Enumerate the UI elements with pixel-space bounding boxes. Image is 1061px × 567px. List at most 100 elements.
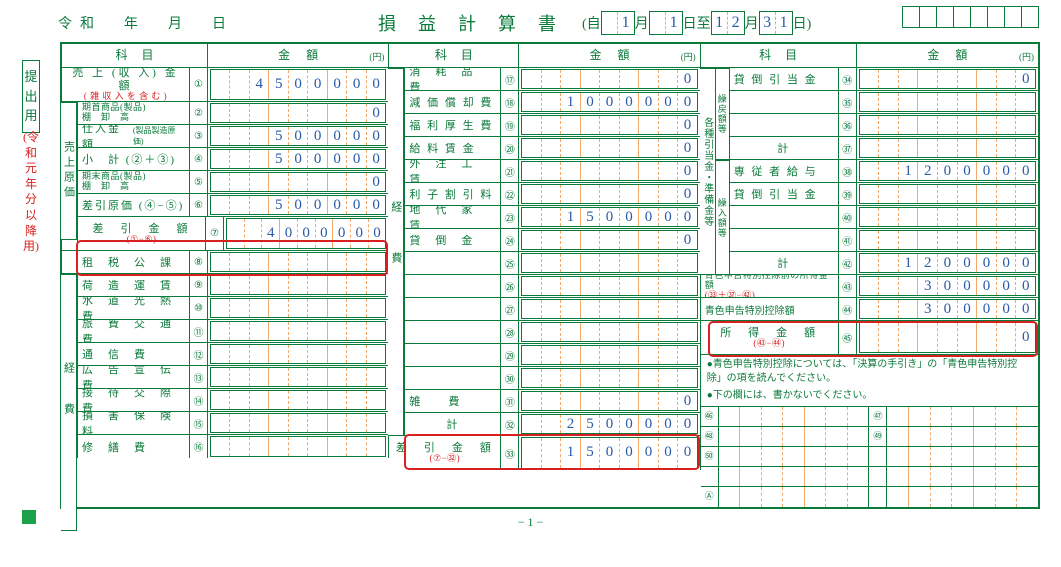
amount-field[interactable]: 300000 [859,276,1036,296]
table-row: 計㊲ [701,137,1038,160]
amount-field[interactable] [521,345,697,365]
item-label [405,367,501,389]
amount-field[interactable] [521,299,697,319]
amount-field[interactable] [521,322,697,342]
note-2: ●下の欄には、書かないでください。 [701,389,1038,406]
amount-field[interactable]: 0 [521,161,697,181]
amount-field[interactable]: 0 [521,230,697,250]
amount-field[interactable] [210,275,386,295]
row-number: ㉔ [501,229,519,251]
amount-field[interactable]: 0 [521,184,697,204]
amount-field[interactable]: 0 [521,115,697,135]
amount-field[interactable]: 4500000 [210,69,386,100]
amount-field[interactable] [859,184,1036,204]
table-row: 貸 倒 引 当 金㉞0 [701,68,1038,91]
hdr-amount-2: 金額(円) [519,44,699,67]
amount-field[interactable]: 0 [859,322,1036,353]
row-number: ㊸ [839,275,857,297]
amount-field[interactable]: 1500000 [521,437,697,469]
amount-field[interactable] [210,298,386,318]
amount-field[interactable]: 1200000 [859,161,1036,181]
table-row: 通 信 費⑫ [62,343,388,366]
amount-field[interactable]: 0 [859,69,1036,89]
amount-field[interactable] [521,276,697,296]
amount-field[interactable]: 0 [521,69,697,89]
amount-field[interactable]: 1500000 [521,207,697,227]
table-row: 青色申告特別控除前の所得金額(㉝＋㊲−㊷)㊸300000 [701,275,1038,298]
item-label: 利 子 割 引 料 [405,183,501,205]
amount-field[interactable]: 0 [521,138,697,158]
doc-title: 損益計算書 [378,10,578,36]
amount-field[interactable] [210,367,386,387]
bottom-cell: ㊾ [869,427,1038,447]
item-label: 外 注 工 賃 [405,160,501,182]
amount-field[interactable]: 0 [210,103,386,123]
row-number: ㉗ [501,298,519,320]
item-label: 減 価 償 却 費 [405,91,501,113]
table-row: ㉕ [389,252,699,275]
item-label: 旅 費 交 通 費 [78,320,190,342]
amount-field[interactable]: 4000000 [226,218,386,249]
amount-field[interactable]: 2500000 [521,414,697,434]
amount-field[interactable] [859,138,1036,158]
table-row: ㉟ [701,91,1038,114]
column-3: 科目 金額(円) 各種引当金・準備金等 繰戻額等 繰入額等 貸 倒 引 当 金㉞… [701,44,1038,507]
amount-field[interactable]: 0 [210,172,386,192]
item-label: 計 [730,137,839,159]
row-number: ㊱ [839,114,857,136]
form-code-box [903,6,1039,28]
amount-field[interactable] [859,115,1036,135]
side-label-red: (令和元年分以降用) [22,130,40,255]
item-label [405,321,501,343]
hdr-amount-3: 金額(円) [857,44,1038,67]
row-number: ⑲ [501,114,519,136]
row-number: ⑰ [501,68,519,90]
amount-field[interactable] [210,321,386,341]
amount-field[interactable]: 1200000 [859,253,1036,273]
table-row: 雑 費㉛0 [389,390,699,413]
row-number: ⑭ [190,389,208,411]
amount-field[interactable]: 500000 [210,126,386,146]
table-row: 広 告 宣 伝 費⑬ [62,366,388,389]
amount-field[interactable] [210,390,386,410]
amount-field[interactable] [210,413,386,433]
amount-field[interactable] [521,368,697,388]
amount-field[interactable] [859,207,1036,227]
bottom-cell: ㊿ [701,447,870,467]
vlabel-cogs: 売上原価 [61,102,77,240]
row-number: ⑤ [190,171,208,193]
table-row: ㉗ [389,298,699,321]
item-label [730,114,839,136]
amount-field[interactable] [859,92,1036,112]
amount-field[interactable] [210,252,386,272]
amount-field[interactable]: 500000 [210,149,386,169]
item-label: 貸 倒 引 当 金 [730,68,839,90]
row-number: ㉘ [501,321,519,343]
amount-field[interactable]: 300000 [859,299,1036,319]
amount-field[interactable] [210,344,386,364]
item-label: 広 告 宣 伝 費 [78,366,190,388]
table-row: ㉘ [389,321,699,344]
amount-field[interactable]: 0 [521,391,697,411]
row-number: ㊲ [839,137,857,159]
bottom-cell [869,447,1038,467]
amount-field[interactable] [859,230,1036,250]
item-label: 損 害 保 険 料 [78,412,190,434]
item-label [730,206,839,228]
row-number: ② [190,102,208,124]
amount-field[interactable] [521,253,697,273]
hdr-item-1: 科目 [62,44,208,67]
item-label: 通 信 費 [78,343,190,365]
amount-field[interactable] [210,436,386,457]
amount-field[interactable]: 500000 [210,195,386,215]
table-row: ㉙ [389,344,699,367]
table-row: ㊵ [701,206,1038,229]
row-number: ⑬ [190,366,208,388]
item-label [730,91,839,113]
row-number: ㉕ [501,252,519,274]
to-month: 12 [711,11,745,35]
item-label: 専 従 者 給 与 [730,160,839,182]
table-row: 仕入金額(製品製造原価)③500000 [62,125,388,148]
item-label: 差引原価 (④−⑤) [78,194,190,216]
amount-field[interactable]: 1000000 [521,92,697,112]
